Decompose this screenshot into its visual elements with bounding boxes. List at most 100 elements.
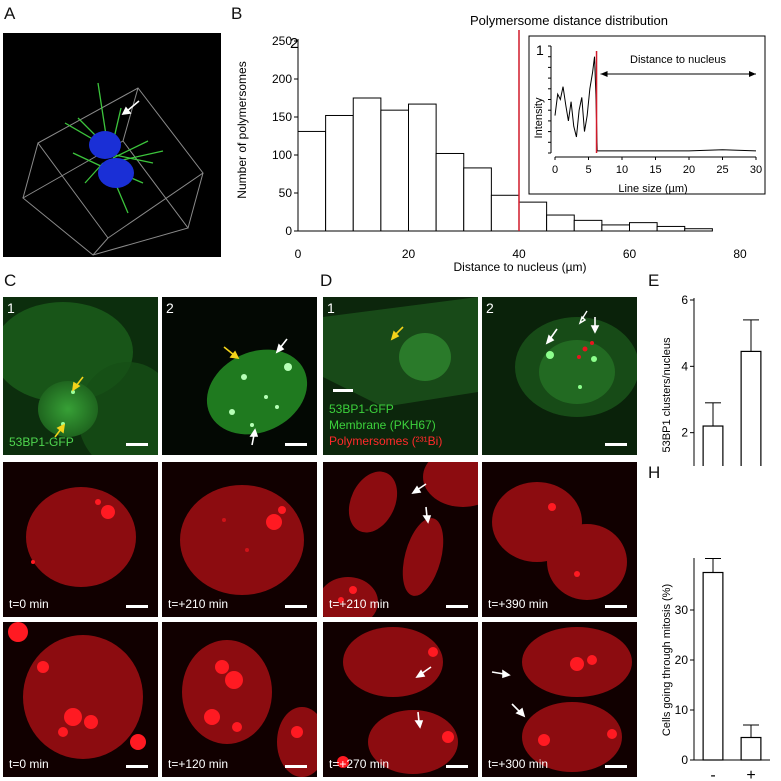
- timestamp: t=+270 min: [329, 757, 390, 771]
- arrowhead-left-icon: [600, 71, 608, 77]
- histogram-bar: [463, 167, 492, 232]
- histogram-bar: [629, 222, 658, 232]
- scale-bar: [126, 765, 148, 768]
- inset-frame: [528, 35, 766, 195]
- bar-chart-e: 53BP1 clusters/nucleus 0246-+: [661, 293, 762, 466]
- channel-legend: 53BP1-GFP Membrane (PKH67) Polymersomes …: [329, 401, 442, 449]
- panel-f1-svg: [3, 462, 158, 617]
- scale-bar: [605, 765, 627, 768]
- arrow-icon: [491, 669, 526, 718]
- panel-g1-image: t=0 min: [3, 622, 158, 777]
- panel-label-e: E: [648, 271, 660, 290]
- panel-g1-svg: [3, 622, 158, 777]
- panel-f1-image: t=0 min: [3, 462, 158, 617]
- inset-intensity-line: [554, 56, 757, 152]
- panel-f3-svg: [323, 462, 478, 617]
- arrow-icon: [390, 326, 404, 341]
- arrowhead-right-icon: [749, 71, 756, 77]
- inset-line-plot: 1 Intensity Line size (µm) Distance to n…: [528, 35, 766, 195]
- panel-f2-image: t=+210 min: [162, 462, 317, 617]
- y-tick-label: 150: [272, 110, 292, 124]
- histogram-chart: Polymersome distance distribution 2 Numb…: [235, 13, 766, 274]
- scale-bar: [446, 605, 468, 608]
- panel-e-bar-chart: 53BP1 clusters/nucleus 0246-+: [650, 290, 781, 466]
- histogram-bar: [684, 228, 713, 232]
- x-tick-label: 80: [733, 247, 747, 261]
- inset-x-tick-label: 0: [552, 164, 558, 176]
- panel-b-histogram: Polymersome distance distribution 2 Numb…: [228, 8, 781, 276]
- open-arrow-icon: [578, 310, 588, 325]
- panel-h-bar-chart: Cells going through mitosis (%) 0 10 20 30 -…: [650, 540, 781, 781]
- y-tick-label: 2: [681, 426, 688, 440]
- bar: [702, 571, 724, 761]
- nucleus: [182, 640, 272, 744]
- inset-x-tick-label: 5: [585, 164, 591, 176]
- panel-label-a: A: [4, 4, 16, 23]
- panel-c1-image: 1 53BP1-GFP: [3, 297, 158, 455]
- arrow-icon: [411, 483, 432, 524]
- inset-x-tick-label: 25: [716, 164, 728, 176]
- bar: [740, 350, 762, 466]
- x-tick-label: 40: [512, 247, 526, 261]
- panel-g4-svg: [482, 622, 637, 777]
- y-tick-label: 0: [285, 224, 292, 238]
- panel-g4-image: t=+300 min: [482, 622, 637, 777]
- scale-bar: [285, 443, 307, 446]
- panel-label-b: B: [231, 4, 243, 23]
- panel-f4-image: t=+390 min: [482, 462, 637, 617]
- subpanel-label: 1: [7, 300, 15, 316]
- scale-bar: [605, 443, 627, 446]
- panel-f3-image: t=+210 min: [323, 462, 478, 617]
- legend-polymersomes: Polymersomes (²³¹Bi): [329, 434, 443, 448]
- arrow-icon: [545, 317, 600, 345]
- panel-c2-image: 2: [162, 297, 317, 455]
- panel-c2-svg: [162, 297, 317, 455]
- inset-x-tick-label: 15: [649, 164, 661, 176]
- x-tick-label: 20: [402, 247, 416, 261]
- category-label: -: [710, 767, 715, 781]
- x-tick-label: 0: [295, 247, 302, 261]
- bar: [740, 736, 762, 761]
- arrow-icon: [54, 376, 84, 438]
- inset-corner-label: 1: [536, 42, 544, 58]
- scale-bar: [605, 605, 627, 608]
- histogram-bar: [490, 194, 520, 232]
- y-tick-label: 200: [272, 72, 292, 86]
- legend-membrane: Membrane (PKH67): [329, 418, 436, 432]
- daughter-nucleus-lower: [402, 518, 444, 596]
- panel-f2-svg: [162, 462, 317, 617]
- scale-bar: [126, 443, 148, 446]
- y-tick-label: 0: [681, 753, 688, 767]
- panel-d2-image: 2: [482, 297, 637, 455]
- nucleus-upper: [89, 131, 121, 159]
- scale-bar: [446, 765, 468, 768]
- timestamp: t=+300 min: [488, 757, 549, 771]
- panel-c1-svg: [3, 297, 158, 455]
- histogram-bar: [325, 114, 354, 232]
- y-tick-label: 250: [272, 34, 292, 48]
- timestamp: t=+390 min: [488, 597, 549, 611]
- panel-g2-image: t=+120 min: [162, 622, 317, 777]
- scale-bar: [285, 605, 307, 608]
- subpanel-label: 2: [166, 300, 174, 316]
- nucleus: [180, 485, 304, 595]
- inset-x-tick-label: 30: [750, 164, 762, 176]
- daughter-nucleus-upper: [348, 471, 398, 533]
- scale-bar: [126, 605, 148, 608]
- histogram-bar: [408, 103, 437, 232]
- channel-label: 53BP1-GFP: [9, 435, 74, 449]
- timestamp: t=+120 min: [168, 757, 229, 771]
- timestamp: t=+210 min: [329, 597, 390, 611]
- bounding-box: [22, 87, 204, 256]
- y-tick-label: 100: [272, 148, 292, 162]
- x-tick-label: 60: [623, 247, 637, 261]
- y-tick-label: 10: [675, 703, 689, 717]
- subpanel-label: 1: [327, 300, 335, 316]
- histogram-bar: [352, 97, 382, 232]
- nucleus: [399, 333, 451, 381]
- panel-label-d: D: [320, 271, 333, 290]
- arrow-icon: [414, 666, 432, 729]
- panel-g3-svg: [323, 622, 478, 777]
- y-tick-label: 6: [681, 293, 688, 307]
- daughter-nucleus-lower: [522, 702, 622, 772]
